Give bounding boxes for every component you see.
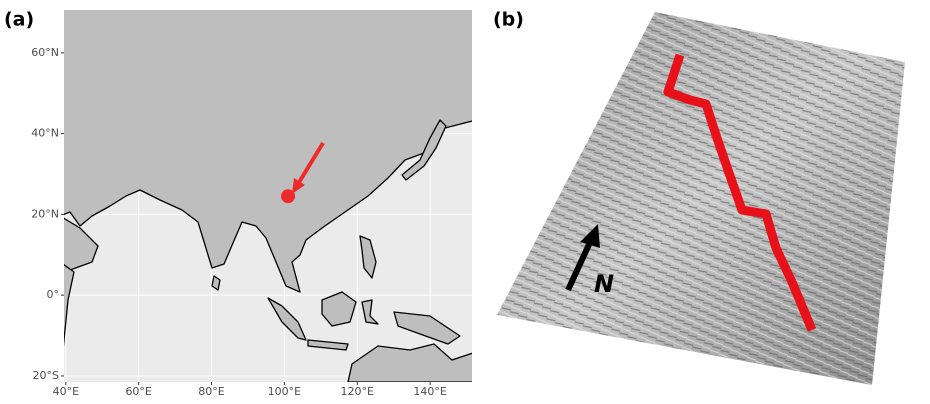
lat-tick-label: 20°S [33,369,59,382]
panel-label: (b) [493,9,524,31]
lon-tick-label: 80°E [198,385,224,398]
lon-tick-label: 60°E [125,385,151,398]
panel-label: (a) [4,9,34,31]
lon-tick-label: 40°E [53,385,79,398]
lon-tick-label: 120°E [341,385,374,398]
lat-tick-label: 20°N [31,207,59,220]
north-label: N [594,270,614,298]
lon-tick-label: 100°E [268,385,301,398]
map-panel: 60°N 40°N 20°N 0° 20°S 40°E 60°E 80°E 100°E 120°E… [31,8,476,398]
figure: (a) (b) 60°N 40°N 20°N 0° 20°S 40°E 60°E 80°E 10… [0,0,930,400]
terrain-relief [497,12,905,385]
lat-tick-label: 0° [47,288,60,301]
lat-tick-label: 60°N [31,46,59,59]
lat-tick-label: 40°N [31,127,59,140]
lon-tick-label: 140°E [413,385,446,398]
study-site-marker [281,189,295,203]
terrain-panel: N [497,12,905,385]
